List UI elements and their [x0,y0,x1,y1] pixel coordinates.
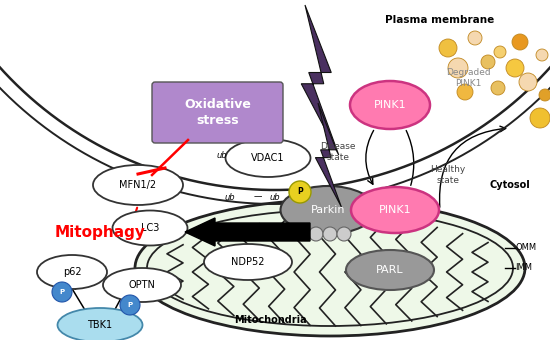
Ellipse shape [135,200,525,336]
Text: Parkin: Parkin [311,205,345,215]
Text: Cytosol: Cytosol [490,180,530,190]
Text: Oxidative
stress: Oxidative stress [184,99,251,126]
Text: PARL: PARL [376,265,404,275]
Ellipse shape [350,81,430,129]
Text: P: P [128,302,133,308]
Ellipse shape [37,255,107,289]
Circle shape [120,295,140,315]
Ellipse shape [280,186,376,234]
Text: Healthy
state: Healthy state [430,165,466,185]
Ellipse shape [204,244,292,280]
Text: PINK1: PINK1 [373,100,406,110]
FancyArrow shape [185,218,310,246]
Text: ub: ub [270,192,280,202]
Ellipse shape [494,46,506,58]
Text: LC3: LC3 [141,223,159,233]
Text: p62: p62 [63,267,81,277]
Text: OMM: OMM [515,243,536,253]
Circle shape [289,181,311,203]
Ellipse shape [519,73,537,91]
Ellipse shape [58,308,142,340]
Text: MFN1/2: MFN1/2 [119,180,157,190]
Text: Mitochondria: Mitochondria [234,315,306,325]
Ellipse shape [457,84,473,100]
FancyBboxPatch shape [152,82,283,143]
Ellipse shape [226,139,311,177]
Ellipse shape [439,39,457,57]
Text: —: — [254,192,262,202]
Text: Mitophagy: Mitophagy [54,224,145,239]
Text: P: P [297,187,303,197]
Ellipse shape [468,31,482,45]
Circle shape [337,227,351,241]
Polygon shape [315,103,342,207]
Ellipse shape [93,165,183,205]
Text: VDAC1: VDAC1 [251,153,285,163]
Text: ub: ub [296,190,307,200]
Ellipse shape [536,49,548,61]
Text: OPTN: OPTN [129,280,156,290]
Text: PINK1: PINK1 [379,205,411,215]
Text: P: P [59,289,64,295]
Ellipse shape [346,250,434,290]
Circle shape [323,227,337,241]
Text: Disease
state: Disease state [320,142,356,162]
Ellipse shape [512,34,528,50]
Ellipse shape [351,187,439,233]
Ellipse shape [539,89,550,101]
Text: Plasma membrane: Plasma membrane [386,15,494,25]
Circle shape [52,282,72,302]
Ellipse shape [530,108,550,128]
Text: ub: ub [217,152,227,160]
Ellipse shape [481,55,495,69]
Ellipse shape [103,268,181,302]
Ellipse shape [491,81,505,95]
Text: Degraded
PINK1: Degraded PINK1 [446,68,490,88]
Polygon shape [301,5,339,155]
Text: NDP52: NDP52 [231,257,265,267]
Text: ub: ub [225,192,235,202]
Text: IMM: IMM [515,264,532,272]
Circle shape [309,227,323,241]
Text: TBK1: TBK1 [87,320,113,330]
Ellipse shape [448,58,468,78]
Ellipse shape [113,210,188,245]
Ellipse shape [506,59,524,77]
